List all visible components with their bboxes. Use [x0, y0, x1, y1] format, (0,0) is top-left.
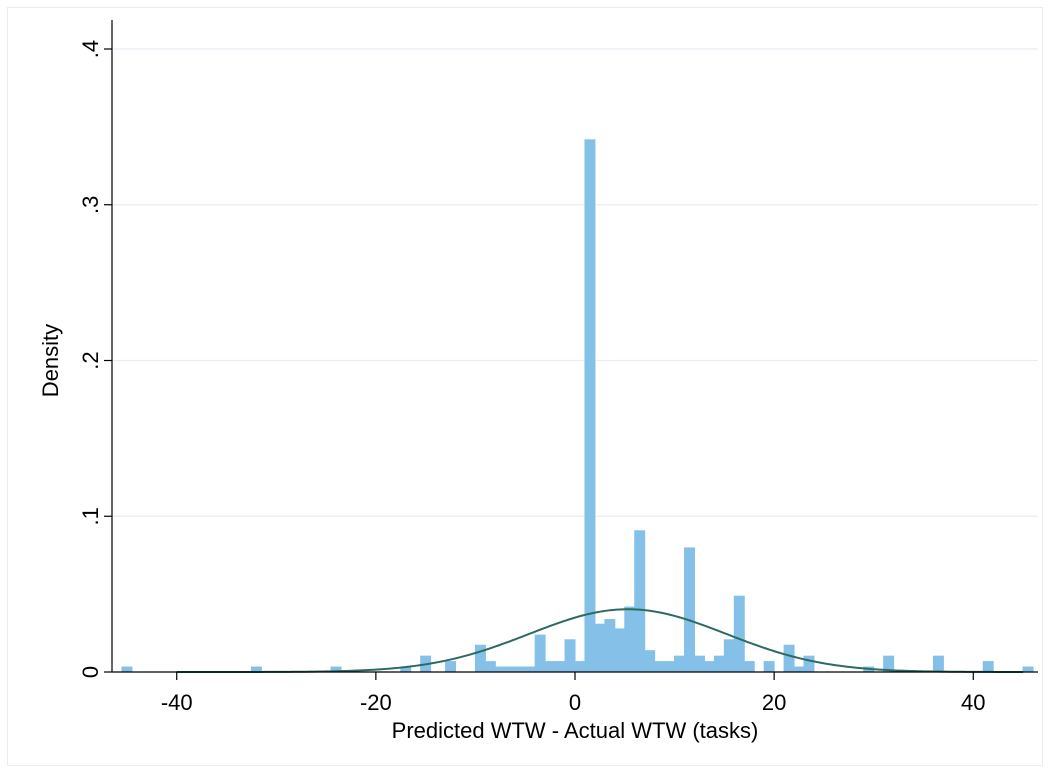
- histogram-bar: [495, 667, 506, 672]
- x-tick-label: 40: [961, 690, 985, 715]
- histogram-bar: [744, 661, 755, 672]
- histogram-bar: [594, 624, 605, 672]
- histogram-bar: [784, 645, 795, 672]
- histogram-bar: [624, 607, 635, 672]
- histogram-bar: [684, 547, 695, 672]
- histogram-bar: [535, 635, 546, 672]
- histogram-bar: [575, 661, 586, 672]
- x-tick-label: 20: [762, 690, 786, 715]
- histogram-bar: [674, 656, 685, 672]
- histogram-bar: [694, 656, 705, 672]
- histogram-bar: [724, 639, 735, 672]
- histogram-bar: [445, 661, 456, 672]
- y-axis-ticks: 0 .1 .2 .3 .4: [78, 40, 112, 678]
- y-tick-label: 0: [78, 666, 103, 678]
- histogram-bar: [734, 596, 745, 672]
- histogram-bar: [475, 645, 486, 672]
- histogram-bar: [545, 661, 556, 672]
- histogram-bar: [1023, 667, 1034, 672]
- histogram-bar: [614, 628, 625, 672]
- y-axis-title: Density: [38, 324, 63, 397]
- histogram-bar: [515, 667, 526, 672]
- y-tick-label: .3: [78, 196, 103, 214]
- histogram-bar: [764, 661, 775, 672]
- histogram-bar: [565, 639, 576, 672]
- histogram-bar: [584, 139, 595, 672]
- histogram-bar: [664, 661, 675, 672]
- histogram-bar: [525, 667, 536, 672]
- histogram-bar: [704, 661, 715, 672]
- histogram-bar: [983, 661, 994, 672]
- histogram-bar: [505, 667, 516, 672]
- histogram-bar: [634, 530, 645, 672]
- histogram-bar: [485, 661, 496, 672]
- histogram-bar: [804, 656, 815, 672]
- histogram-bar: [933, 656, 944, 672]
- histogram-bar: [604, 619, 615, 672]
- x-tick-label: -40: [161, 690, 193, 715]
- gridlines: [112, 49, 1038, 516]
- histogram-bar: [654, 661, 665, 672]
- x-axis-ticks: -40 -20 0 20 40: [161, 672, 986, 715]
- histogram-bar: [644, 650, 655, 672]
- histogram-bar: [121, 667, 132, 672]
- histogram-bar: [794, 667, 805, 672]
- x-axis-title: Predicted WTW - Actual WTW (tasks): [392, 718, 759, 743]
- histogram-bar: [714, 656, 725, 672]
- y-tick-label: .1: [78, 507, 103, 525]
- x-tick-label: -20: [360, 690, 392, 715]
- x-tick-label: 0: [569, 690, 581, 715]
- y-tick-label: .2: [78, 351, 103, 369]
- y-tick-label: .4: [78, 40, 103, 58]
- histogram-bar: [555, 661, 566, 672]
- histogram-bars: [121, 139, 1033, 672]
